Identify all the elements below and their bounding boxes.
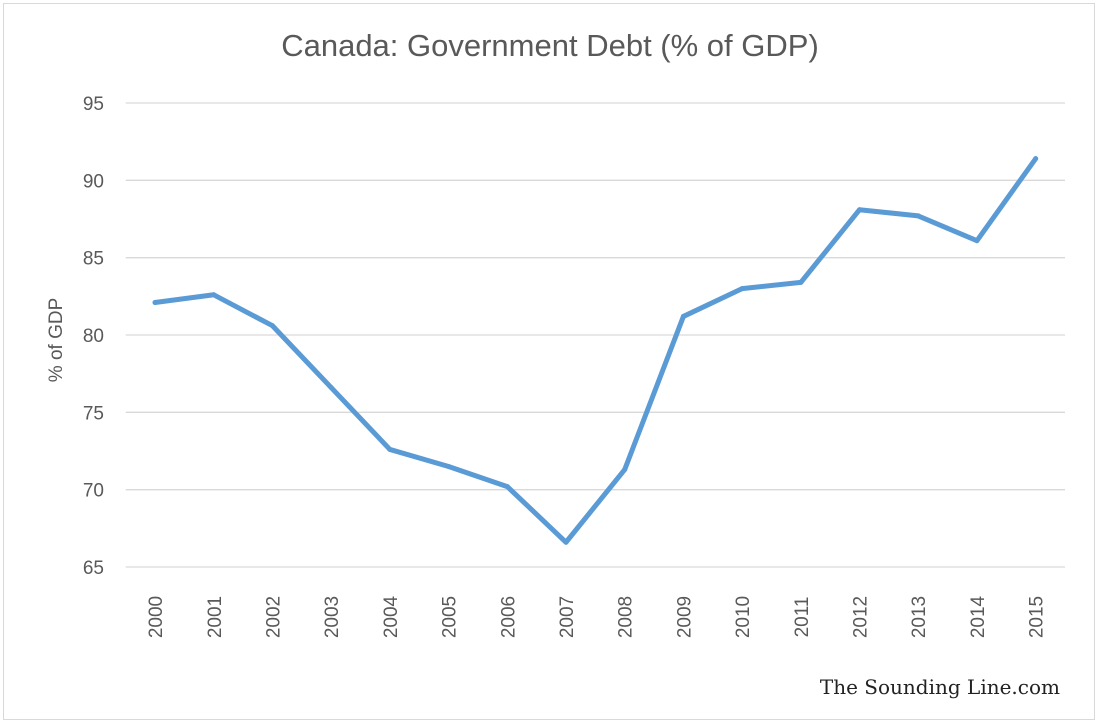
x-tick-label: 2012 <box>851 596 872 638</box>
data-point <box>680 313 686 319</box>
x-tick-label: 2009 <box>674 596 695 638</box>
data-point <box>504 484 510 490</box>
x-tick-label: 2001 <box>205 596 226 638</box>
data-point <box>328 385 334 391</box>
x-tick-label: 2011 <box>792 597 813 638</box>
data-point <box>1033 156 1039 162</box>
y-tick-label: 85 <box>83 249 104 270</box>
x-tick-label: 2002 <box>263 596 284 638</box>
x-tick-label: 2003 <box>322 596 343 638</box>
x-tick-label: 2006 <box>498 596 519 638</box>
y-tick-label: 90 <box>83 171 104 192</box>
x-tick-label: 2015 <box>1027 596 1048 638</box>
data-point <box>798 279 804 285</box>
data-point <box>857 207 863 213</box>
series-line <box>152 156 1039 545</box>
x-tick-label: 2000 <box>146 596 167 638</box>
chart-title: Canada: Government Debt (% of GDP) <box>281 28 819 63</box>
data-point <box>387 446 393 452</box>
x-tick-label: 2007 <box>557 596 578 638</box>
y-axis-label: % of GDP <box>46 298 67 382</box>
x-tick-label: 2013 <box>909 596 930 638</box>
data-point <box>563 539 569 545</box>
x-tick-label: 2004 <box>381 595 402 638</box>
data-point <box>915 213 921 219</box>
watermark: The Sounding Line.com <box>819 675 1060 699</box>
y-tick-label: 75 <box>83 403 104 424</box>
y-tick-label: 95 <box>83 94 104 115</box>
x-tick-label: 2008 <box>616 596 637 638</box>
chart-frame <box>3 3 1095 720</box>
x-tick-label: 2005 <box>440 596 461 638</box>
data-point <box>269 323 275 329</box>
data-point <box>211 292 217 298</box>
data-point <box>739 286 745 292</box>
data-point <box>446 463 452 469</box>
x-tick-label: 2014 <box>968 595 989 638</box>
y-tick-label: 70 <box>83 481 104 502</box>
x-tick-label: 2010 <box>733 596 754 638</box>
data-point <box>622 467 628 473</box>
y-tick-label: 80 <box>83 326 104 347</box>
data-point <box>152 300 158 306</box>
data-point <box>974 238 980 244</box>
y-tick-label: 65 <box>83 558 104 579</box>
